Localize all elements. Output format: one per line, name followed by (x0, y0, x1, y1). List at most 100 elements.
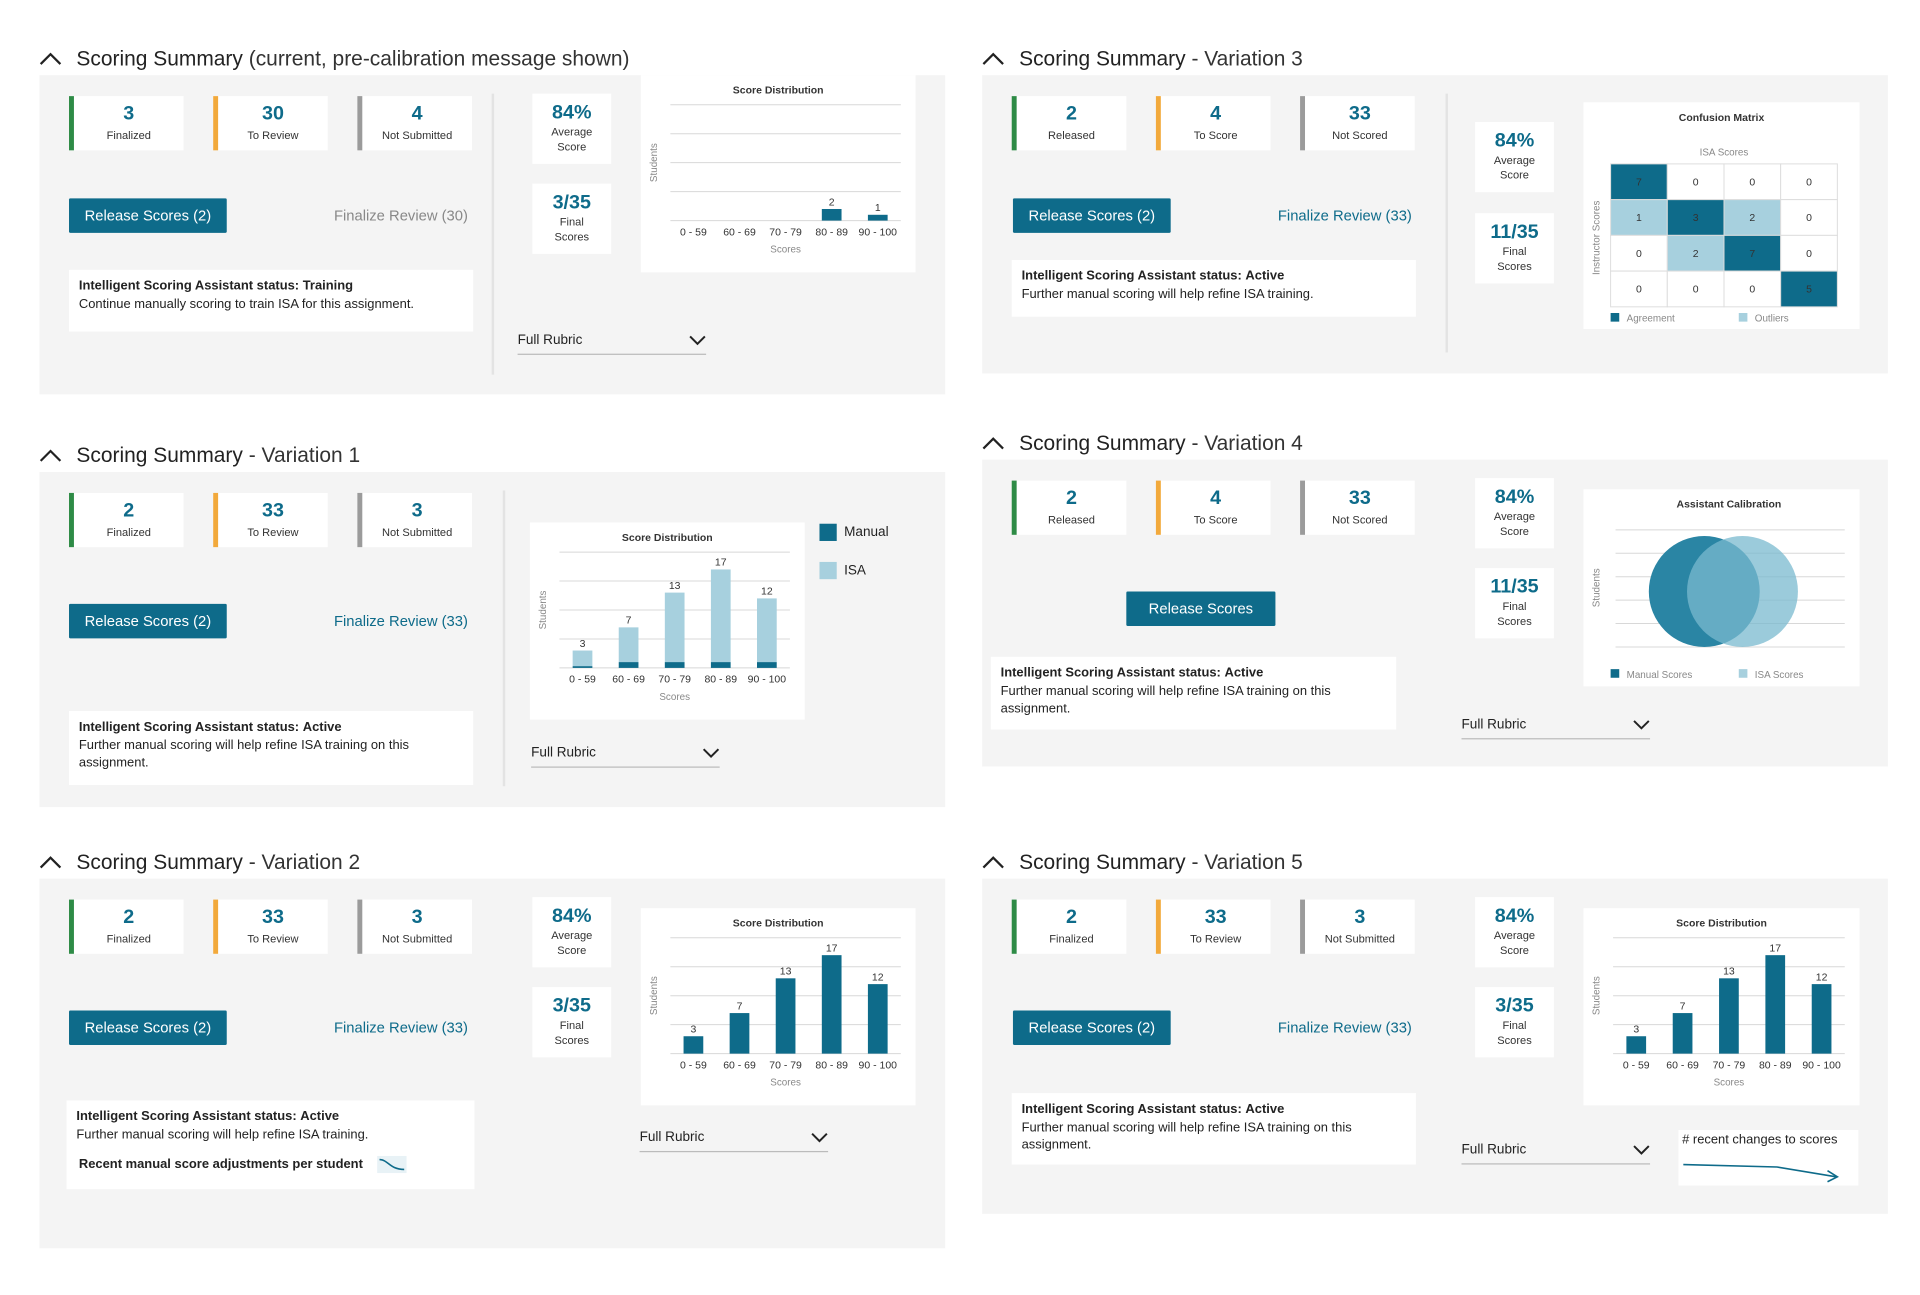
chevron-down-icon (1633, 1145, 1650, 1155)
release-scores-button[interactable]: Release Scores (2) (69, 1010, 227, 1045)
cell-value: 1 (1636, 213, 1642, 224)
chevron-up-icon[interactable] (982, 852, 1004, 874)
x-tick-label: 70 - 79 (658, 675, 691, 686)
bar (1719, 978, 1739, 1054)
x-tick-label: 0 - 59 (680, 1060, 707, 1071)
not-submitted-card[interactable]: 3 Not Submitted (357, 492, 472, 548)
not-submitted-card[interactable]: 4 Not Submitted (357, 96, 472, 151)
finalize-review-link[interactable]: Finalize Review (33) (333, 612, 468, 630)
to-score-card[interactable]: 4 To Score (1155, 480, 1271, 535)
section-header[interactable]: Scoring Summary - Variation 5 (982, 848, 1303, 878)
to-review-card[interactable]: 33 To Review (1155, 899, 1271, 954)
bar (1626, 1036, 1647, 1054)
final-scores-card: 11/35 Final Scores (1475, 213, 1554, 284)
finalize-review-link[interactable]: Finalize Review (33) (333, 1019, 468, 1037)
scores-label: Scores (554, 1033, 590, 1047)
finalized-card[interactable]: 2 Finalized (1011, 899, 1127, 954)
matrix-cell (1610, 270, 1668, 308)
status-label: Intelligent Scoring Assistant status: (1021, 268, 1242, 284)
to-review-card[interactable]: 33 To Review (213, 899, 328, 954)
rubric-select[interactable]: Full Rubric (531, 741, 720, 768)
release-scores-button[interactable]: Release Scores (2) (69, 198, 227, 233)
rubric-select[interactable]: Full Rubric (1461, 712, 1651, 740)
to-review-card[interactable]: 30 To Review (213, 96, 328, 151)
matrix-cell (1780, 234, 1838, 272)
section-header[interactable]: Scoring Summary - Variation 3 (982, 44, 1303, 74)
score-distribution-svg: Score Distribution Students 0 - 59 3 60 - 69… (1592, 919, 1845, 1089)
finalized-label: Finalized (1049, 932, 1094, 946)
release-scores-button[interactable]: Release Scores (2) (1012, 198, 1171, 233)
released-card[interactable]: 2 Released (1011, 96, 1127, 151)
not-submitted-card[interactable]: 3 Not Submitted (357, 899, 472, 954)
not-submitted-card[interactable]: 3 Not Submitted (1300, 899, 1415, 954)
x-tick-label: 0 - 59 (680, 227, 707, 238)
average-label: Average (551, 929, 593, 942)
x-tick-label: 60 - 69 (723, 1060, 756, 1071)
section-title: Scoring Summary (1019, 46, 1186, 71)
data-label: 12 (1816, 972, 1828, 983)
final-scores-card: 3/35 Final Scores (532, 987, 612, 1058)
section-subtitle: - Variation 2 (248, 850, 361, 874)
average-score-value: 84% (552, 905, 592, 927)
released-card[interactable]: 2 Released (1011, 480, 1127, 535)
not-submitted-count: 3 (411, 906, 423, 928)
chart-title: Score Distribution (622, 533, 713, 544)
bar (1672, 1013, 1693, 1054)
section-variation-4: Scoring Summary - Variation 4 2 Released … (982, 429, 1888, 767)
rubric-select[interactable]: Full Rubric (517, 328, 707, 355)
data-label: 2 (829, 197, 835, 208)
average-label: Average (1493, 929, 1536, 942)
rubric-select[interactable]: Full Rubric (639, 1125, 829, 1153)
finalize-review-link[interactable]: Finalize Review (30) (333, 207, 468, 225)
to-review-card[interactable]: 33 To Review (213, 492, 328, 548)
to-review-label: To Review (1190, 932, 1242, 946)
chart-title: Score Distribution (733, 86, 824, 97)
chevron-up-icon[interactable] (39, 445, 62, 467)
finalize-review-link[interactable]: Finalize Review (33) (1277, 1019, 1412, 1037)
section-title: Scoring Summary (76, 850, 243, 874)
section-header[interactable]: Scoring Summary - Variation 4 (982, 429, 1303, 459)
chevron-up-icon[interactable] (982, 433, 1004, 455)
recent-changes-trend[interactable]: # recent changes to scores (1678, 1130, 1859, 1186)
section-header[interactable]: Scoring Summary - Variation 2 (39, 848, 360, 878)
section-variation-5: Scoring Summary - Variation 5 2 Finalized… (982, 848, 1888, 1214)
average-label: Average (1493, 154, 1536, 167)
section-header[interactable]: Scoring Summary (current, pre-calibratio… (39, 44, 629, 74)
final-scores-card: 3/35 Final Scores (1475, 987, 1554, 1058)
not-scored-card[interactable]: 33 Not Scored (1300, 96, 1415, 151)
to-review-count: 33 (261, 500, 284, 522)
sparkline-icon[interactable] (377, 1156, 408, 1174)
to-review-label: To Review (247, 932, 299, 946)
finalized-card[interactable]: 2 Finalized (69, 492, 184, 548)
release-scores-button[interactable]: Release Scores (2) (69, 603, 227, 639)
not-submitted-label: Not Submitted (1324, 932, 1395, 946)
to-score-card[interactable]: 4 To Score (1155, 96, 1271, 151)
released-count: 2 (1065, 487, 1077, 509)
confusion-matrix-svg: Confusion Matrix ISA Scores Instructor Sco… (1592, 113, 1838, 325)
finalized-card[interactable]: 3 Finalized (69, 96, 184, 151)
release-scores-button[interactable]: Release Scores (2) (1012, 1010, 1171, 1045)
data-label: 7 (626, 616, 632, 627)
cell-value: 7 (1749, 249, 1755, 260)
not-scored-count: 33 (1348, 103, 1371, 125)
section-variation-1: Scoring Summary - Variation 1 2 Finalized… (39, 441, 946, 808)
summary-panel: 3 Finalized 30 To Review 4 Not Submitted Re… (39, 75, 946, 395)
cell-value: 0 (1636, 285, 1642, 296)
summary-panel: 2 Finalized 33 To Review 3 Not Submitted Re… (982, 878, 1888, 1214)
chevron-up-icon[interactable] (39, 852, 62, 874)
release-scores-button[interactable]: Release Scores (1126, 591, 1276, 627)
finalized-count: 2 (1065, 906, 1077, 928)
chevron-up-icon[interactable] (39, 48, 62, 70)
rubric-select[interactable]: Full Rubric (1461, 1137, 1651, 1165)
chevron-up-icon[interactable] (982, 48, 1004, 70)
finalized-count: 3 (123, 103, 135, 125)
not-scored-card[interactable]: 33 Not Scored (1300, 480, 1415, 535)
final-scores-value: 11/35 (1490, 576, 1539, 598)
status-value: Active (1245, 1101, 1285, 1117)
section-header[interactable]: Scoring Summary - Variation 1 (39, 441, 360, 471)
finalized-card[interactable]: 2 Finalized (69, 899, 184, 954)
chevron-down-icon (1633, 720, 1650, 730)
finalize-review-link[interactable]: Finalize Review (33) (1277, 207, 1412, 225)
status-value: Active (302, 719, 342, 735)
bar (1811, 984, 1832, 1054)
